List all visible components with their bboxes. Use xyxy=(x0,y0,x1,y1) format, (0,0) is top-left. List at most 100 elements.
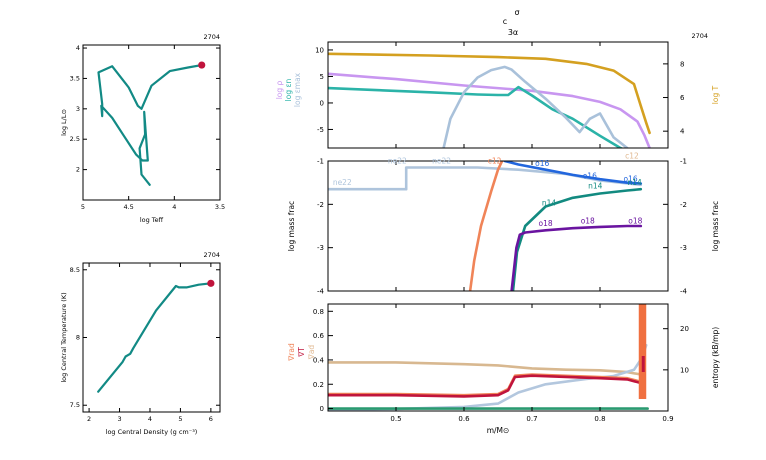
gradients-series-grad_ad xyxy=(328,361,643,376)
profiles_top-series-3 xyxy=(442,65,629,148)
gradients-xtick-label: 0.9 xyxy=(662,415,673,423)
profiles_top-series-2 xyxy=(328,85,624,148)
gradients-y2tick-label: 20 xyxy=(680,325,689,333)
hr-xtick-label: 3.5 xyxy=(215,203,225,211)
hr-ytick-label: 2 xyxy=(76,166,80,174)
gradients-ytick-label: 0 xyxy=(320,405,324,413)
gradients-xtick-label: 0.6 xyxy=(458,415,470,423)
abundances-series-n14 xyxy=(511,187,643,291)
profiles_top-y2tick-label: 8 xyxy=(680,60,684,68)
gradients-ylabel-part: ∇ad xyxy=(307,345,316,361)
profiles_top-ytick-label: -5 xyxy=(317,126,324,134)
abundances-series-o16 xyxy=(503,161,643,185)
profiles_top-series-0 xyxy=(328,52,651,135)
abundances-series-label: ne22 xyxy=(388,157,407,166)
rho_t-xtick-label: 6 xyxy=(209,415,213,423)
rho_t-current-model-marker xyxy=(207,279,215,287)
gradients-xtick-label: 0.8 xyxy=(594,415,605,423)
gradients-frame xyxy=(327,303,669,412)
abundances-y2tick-label: -1 xyxy=(680,158,687,166)
rho_t-xtick-label: 3 xyxy=(117,415,121,423)
gradients-xlabel: m/M⊙ xyxy=(487,426,510,435)
gradients-ylabel-part: ∇T xyxy=(297,347,306,358)
abundances-y2tick-label: -2 xyxy=(680,201,687,209)
gradients-series-grad_T xyxy=(328,374,643,398)
profiles_top-ylabel-part: log ρ xyxy=(275,80,284,99)
abundance-panel: -4 -3 -2 -1 -4 -3 -2 -1 log mass frac log mass fr… xyxy=(287,151,720,295)
abundances-series-label: o16 xyxy=(535,159,549,168)
hr-diagram: 5 4.5 4 3.5 2 2.5 3 3.5 4 2704 log Teff log L/L⊙ xyxy=(60,33,225,224)
abundances-series-label: c12 xyxy=(488,157,502,166)
abundances-series-label: o18 xyxy=(628,216,642,225)
rho_t-xtick-label: 4 xyxy=(148,415,152,423)
hr-ytick-label: 3.5 xyxy=(70,74,80,82)
rho_t-ytick-label: 8.5 xyxy=(70,266,80,274)
hr-ytick-label: 4 xyxy=(76,44,80,52)
profiles_top-ylabel-part: log εn xyxy=(284,78,293,101)
profiles_top-frame xyxy=(327,41,669,149)
hr-track xyxy=(97,63,203,186)
gradients-xtick-label: 0.7 xyxy=(526,415,537,423)
hr-xtick-label: 5 xyxy=(81,203,85,211)
abundances-series-label: o18 xyxy=(539,219,553,228)
gradients-ytick-label: 0.8 xyxy=(313,308,324,316)
central-density-temperature-diagram: 2 3 4 5 6 7.5 8 8.5 2704 log Central Density (g c… xyxy=(60,251,221,436)
hr-xlabel: log Teff xyxy=(140,216,164,224)
abundances-ytick-label: -3 xyxy=(317,244,324,252)
gradients-spike xyxy=(638,304,647,399)
gradients-ytick-label: 0.6 xyxy=(313,332,325,340)
abundances-series-label: c12 xyxy=(625,151,639,160)
profiles_top-y2tick-label: 4 xyxy=(680,128,685,136)
abundances-series-label: n14 xyxy=(542,199,557,208)
abundances-ytick-label: -1 xyxy=(317,158,324,166)
rho_t-ylabel: log Central Temperature (K) xyxy=(60,292,68,382)
abundances-series-c12 xyxy=(468,161,504,291)
rho_t-xlabel: log Central Density (g cm⁻³) xyxy=(106,428,198,436)
rho_t-xtick-label: 5 xyxy=(178,415,182,423)
abundances-y2tick-label: -4 xyxy=(680,288,688,296)
rho_t-model-number: 2704 xyxy=(203,251,220,259)
hr-ytick-label: 3 xyxy=(76,105,80,113)
rho_t-xtick-label: 2 xyxy=(87,415,91,423)
abundances-series-label: n14 xyxy=(628,178,643,187)
profiles_top-ytick-label: 5 xyxy=(320,73,324,81)
hr-frame xyxy=(82,44,221,201)
top-label-3alpha: 3α xyxy=(508,28,518,37)
abundances-series-label: ne22 xyxy=(432,157,451,166)
rho_t-ytick-label: 7.5 xyxy=(70,401,80,409)
gradients-ytick-label: 0.2 xyxy=(313,381,324,389)
abundances-series-label: o16 xyxy=(624,174,638,183)
abundances-ytick-label: -4 xyxy=(317,288,325,296)
hr-xtick-label: 4 xyxy=(172,203,176,211)
hr-xtick-label: 4.5 xyxy=(123,203,133,211)
abundances-ytick-label: -2 xyxy=(317,201,324,209)
profile-panel-top: -5 0 5 10 4 6 8 2704 log ρ log εn log εmax log T xyxy=(275,32,720,149)
abundances-series-label: ne22 xyxy=(333,178,352,187)
top-label-c: c xyxy=(503,17,507,26)
profiles_top-ylabel-part: log εmax xyxy=(293,72,302,107)
abundances-frame xyxy=(327,160,669,292)
rho_t-ytick-label: 8 xyxy=(76,334,80,342)
abundances-series-label: n14 xyxy=(588,181,603,190)
abundances-ylabel: log mass frac xyxy=(287,201,296,251)
profiles_top-series-1 xyxy=(328,72,651,148)
profiles_top-ytick-label: 10 xyxy=(315,46,324,54)
gradient-panel: 0.5 0.6 0.7 0.8 0.9 m/M⊙ 0 0.2 0.4 0.6 0.8 10 20 ∇rad… xyxy=(287,303,720,435)
abundances-y2label: log mass frac xyxy=(711,201,720,251)
hr-ylabel: log L/L⊙ xyxy=(60,109,68,136)
rho_t-track xyxy=(97,282,212,393)
gradients-ylabel-part: ∇rad xyxy=(287,343,296,362)
profiles_top-model-number: 2704 xyxy=(691,32,708,40)
gradients-y2tick-label: 10 xyxy=(680,366,689,374)
gradients-spike-core xyxy=(641,356,645,372)
abundances-y2tick-label: -3 xyxy=(680,244,687,252)
abundances-series-label: o16 xyxy=(583,171,597,180)
profiles_top-y2tick-label: 6 xyxy=(680,94,685,102)
profiles_top-ytick-label: 0 xyxy=(320,99,324,107)
hr-ytick-label: 2.5 xyxy=(70,135,80,143)
hr-current-model-marker xyxy=(198,61,206,69)
gradients-xtick-label: 0.5 xyxy=(390,415,401,423)
profiles_top-y2label: log T xyxy=(711,85,720,104)
top-label-sigma: σ xyxy=(514,8,519,17)
